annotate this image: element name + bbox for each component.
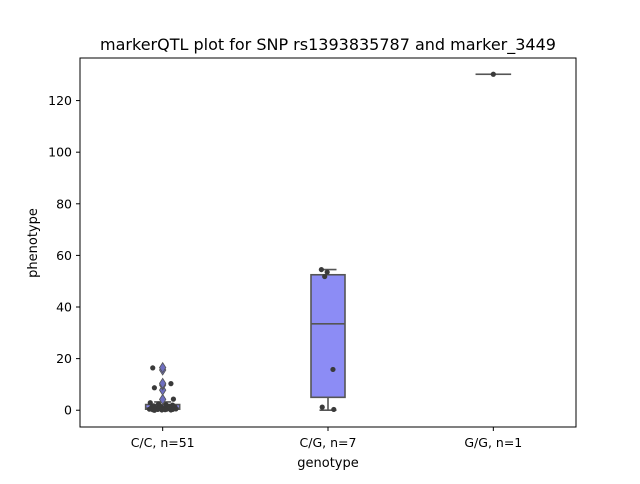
y-tick-label: 80 [56, 196, 72, 211]
y-tick-label: 120 [48, 93, 72, 108]
x-tick-label: C/C, n=51 [131, 435, 195, 450]
data-point [491, 72, 496, 77]
y-tick-label: 0 [64, 403, 72, 418]
iqr-box [311, 275, 345, 398]
data-point [331, 407, 336, 412]
y-tick-label: 60 [56, 248, 72, 263]
data-point [159, 407, 164, 412]
data-point [168, 407, 173, 412]
data-point [319, 267, 324, 272]
y-tick-label: 40 [56, 300, 72, 315]
x-axis-label: genotype [297, 456, 358, 471]
data-point [325, 270, 330, 275]
x-tick-label: G/G, n=1 [464, 435, 522, 450]
data-point [168, 381, 173, 386]
data-point [150, 365, 155, 370]
data-point [152, 408, 157, 413]
data-point [322, 274, 327, 279]
data-point [330, 367, 335, 372]
x-tick-label: C/G, n=7 [300, 435, 357, 450]
y-tick-label: 20 [56, 351, 72, 366]
box-group [311, 267, 345, 412]
data-point [171, 397, 176, 402]
y-axis-label: phenotype [26, 208, 41, 278]
y-tick-label: 100 [48, 145, 72, 160]
chart-title: markerQTL plot for SNP rs1393835787 and … [100, 35, 556, 55]
data-point [320, 405, 325, 410]
data-point [152, 385, 157, 390]
